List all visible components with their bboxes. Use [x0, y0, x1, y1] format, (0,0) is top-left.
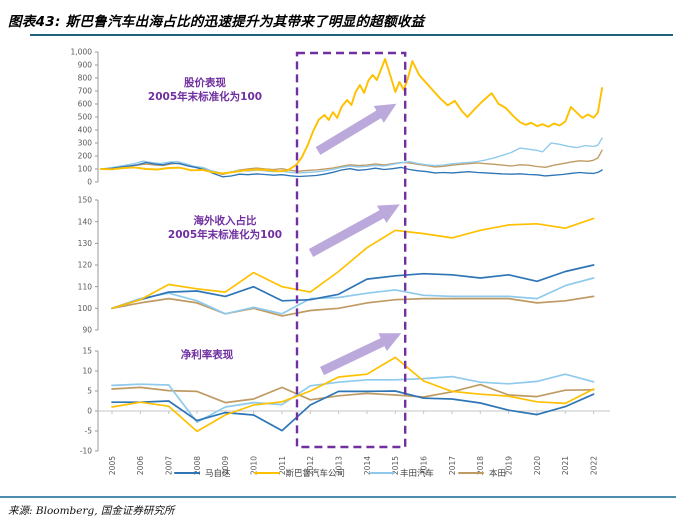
svg-text:130: 130 — [78, 239, 93, 248]
svg-text:2022: 2022 — [589, 456, 598, 475]
svg-text:2014: 2014 — [363, 456, 372, 475]
svg-text:150: 150 — [78, 196, 93, 205]
svg-text:-5: -5 — [85, 427, 93, 436]
svg-text:2009: 2009 — [221, 456, 230, 475]
svg-text:700: 700 — [78, 87, 93, 96]
svg-text:400: 400 — [78, 126, 93, 135]
chart-legend: 马自达 斯巴鲁汽车公司 丰田汽车 本田 — [40, 467, 640, 479]
svg-text:2016: 2016 — [419, 456, 428, 475]
svg-text:2006: 2006 — [136, 456, 145, 475]
svg-text:2018: 2018 — [476, 456, 485, 475]
svg-text:2019: 2019 — [504, 456, 513, 475]
svg-text:600: 600 — [78, 100, 93, 109]
svg-text:2012: 2012 — [306, 456, 315, 475]
net-margin-panel-label: 净利率表现 — [148, 349, 266, 363]
svg-text:2015: 2015 — [391, 456, 400, 475]
legend-label: 丰田汽车 — [400, 469, 435, 479]
panel2-label-line1: 海外收入占比 — [193, 215, 257, 227]
svg-text:500: 500 — [78, 113, 93, 122]
svg-text:5: 5 — [87, 387, 92, 396]
svg-text:110: 110 — [78, 282, 93, 291]
legend-label: 斯巴鲁汽车公司 — [285, 469, 345, 479]
title-underline — [30, 34, 673, 36]
three-panel-line-chart: 01002003004005006007008009001,0009010011… — [71, 48, 610, 475]
svg-text:1,000: 1,000 — [71, 48, 93, 57]
legend-item-toyota: 丰田汽车 — [369, 467, 434, 479]
svg-text:2010: 2010 — [249, 456, 258, 475]
svg-text:800: 800 — [78, 74, 93, 83]
svg-text:2007: 2007 — [164, 456, 173, 475]
honda-line-icon — [458, 471, 485, 475]
svg-text:140: 140 — [78, 217, 93, 226]
svg-text:300: 300 — [78, 139, 93, 148]
svg-text:2011: 2011 — [278, 456, 287, 475]
overseas-revenue-panel-label: 海外收入占比 2005年末标准化为100 — [125, 215, 325, 242]
stock-price-panel-label: 股价表现 2005年末标准化为100 — [105, 77, 305, 104]
panel3-label-line1: 净利率表现 — [180, 349, 234, 361]
svg-text:0: 0 — [87, 407, 92, 416]
svg-text:2021: 2021 — [561, 456, 570, 475]
svg-text:-10: -10 — [80, 447, 92, 456]
legend-item-subaru: 斯巴鲁汽车公司 — [254, 467, 345, 479]
svg-text:2013: 2013 — [334, 456, 343, 475]
subaru-line-icon — [254, 471, 281, 475]
svg-text:100: 100 — [78, 304, 93, 313]
legend-label: 马自达 — [204, 469, 231, 479]
svg-text:120: 120 — [78, 261, 93, 270]
svg-text:0: 0 — [87, 178, 92, 187]
figure-title: 图表43: 斯巴鲁汽车出海占比的迅速提升为其带来了明显的超额收益 — [8, 14, 425, 30]
panel1-label-line1: 股价表现 — [184, 77, 226, 89]
svg-text:2020: 2020 — [533, 456, 542, 475]
svg-text:15: 15 — [82, 347, 92, 356]
svg-text:100: 100 — [78, 165, 93, 174]
panel1-label-line2: 2005年末标准化为100 — [147, 90, 263, 103]
svg-text:200: 200 — [78, 152, 93, 161]
legend-label: 本田 — [489, 469, 507, 479]
toyota-line-icon — [369, 471, 395, 475]
mazda-line-icon — [173, 471, 200, 475]
svg-text:2005: 2005 — [108, 456, 117, 475]
legend-item-honda: 本田 — [458, 467, 506, 479]
svg-text:90: 90 — [82, 326, 92, 335]
svg-text:900: 900 — [78, 61, 93, 70]
svg-text:2008: 2008 — [193, 456, 202, 475]
legend-item-mazda: 马自达 — [173, 467, 231, 479]
svg-text:10: 10 — [82, 367, 92, 376]
svg-text:2017: 2017 — [448, 456, 457, 475]
footer-divider — [0, 496, 676, 498]
source-note: 来源: Bloomberg, 国金证券研究所 — [8, 505, 175, 517]
panel2-label-line2: 2005年末标准化为100 — [167, 228, 283, 241]
